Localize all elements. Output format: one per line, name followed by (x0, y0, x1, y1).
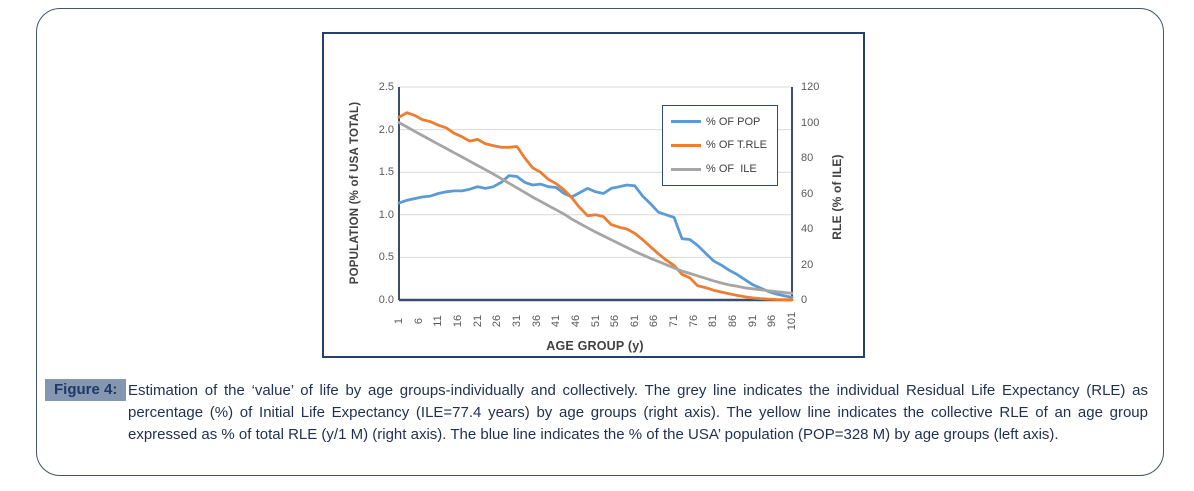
right-axis-tick: 0 (801, 294, 808, 306)
x-axis-tick: 91 (746, 314, 759, 328)
x-axis-tick: 46 (569, 314, 582, 328)
right-axis-tick: 60 (801, 187, 814, 200)
legend-line-swatch (671, 120, 701, 124)
x-axis-tick: 56 (609, 314, 622, 328)
figure-caption-text: Estimation of the ‘value’ of life by age… (128, 382, 1148, 443)
left-axis-title: POPULATION (% of USA TOTAL) (349, 101, 361, 285)
left-axis-tick: 1.5 (378, 166, 394, 179)
right-axis-tick: 100 (801, 116, 820, 129)
legend-label: % OF T.RLE (706, 139, 767, 152)
figure-caption-label: Figure 4: (45, 379, 127, 401)
legend-line-swatch (671, 143, 701, 147)
chart: 0.0 0.5 1.0 1.5 2.0 2.5 0 20 40 60 80 100 120 1 6 11 16 2… (322, 32, 865, 358)
x-axis-tick: 36 (530, 314, 543, 328)
x-axis-tick: 6 (412, 317, 425, 325)
x-axis-tick: 26 (491, 314, 504, 328)
legend-label: % OF POP (706, 115, 761, 128)
left-axis-tick: 2.0 (378, 123, 394, 136)
x-axis-tick: 101 (786, 311, 798, 331)
right-axis-tick: 40 (801, 223, 814, 235)
x-axis-tick: 66 (648, 314, 661, 328)
x-axis-tick: 51 (589, 314, 602, 328)
x-axis-tick: 21 (471, 314, 484, 328)
figure-panel-border (36, 8, 1164, 476)
right-axis-tick: 120 (801, 81, 820, 93)
x-axis-tick: 31 (510, 314, 523, 328)
series-line--of-ile (397, 121, 794, 295)
series-line--of-t-rle (397, 111, 794, 302)
left-axis-tick: 1.0 (378, 208, 394, 221)
legend-entry: % OF ILE (663, 163, 777, 175)
left-axis-tick: 0.0 (378, 294, 394, 306)
right-axis-tick: 20 (801, 258, 814, 271)
legend: % OF POP % OF T.RLE % OF ILE (662, 105, 778, 186)
left-axis-tick: 0.5 (378, 251, 394, 264)
left-axis-tick: 2.5 (378, 81, 394, 93)
right-axis-title: RLE (% of ILE) (830, 154, 844, 240)
x-axis-tick: 76 (687, 314, 700, 328)
x-axis-tick: 71 (668, 314, 681, 328)
x-axis-tick: 11 (432, 315, 445, 327)
x-axis-tick: 86 (727, 314, 740, 328)
legend-label: % OF ILE (706, 163, 757, 176)
x-axis-tick: 96 (766, 314, 779, 328)
right-axis-tick: 80 (801, 152, 814, 164)
legend-line-swatch (671, 167, 701, 171)
x-axis-tick: 16 (451, 314, 464, 328)
legend-entry: % OF T.RLE (663, 139, 777, 151)
x-axis-tick: 61 (628, 314, 641, 328)
series-line--of-pop (397, 174, 794, 299)
x-axis-tick: 1 (393, 317, 405, 325)
x-axis-title: AGE GROUP (y) (546, 339, 644, 353)
x-axis-tick: 41 (550, 314, 563, 328)
legend-entry: % OF POP (663, 116, 777, 128)
x-axis-tick: 81 (707, 314, 720, 328)
